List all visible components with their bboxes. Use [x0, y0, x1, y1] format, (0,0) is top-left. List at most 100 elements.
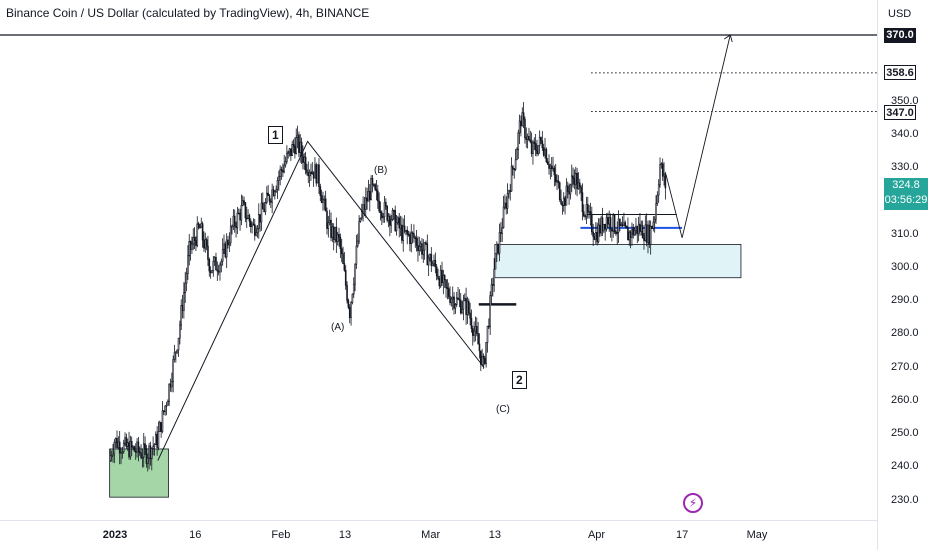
candle-body — [260, 202, 263, 223]
y-tick-label: 300.0 — [891, 260, 919, 273]
x-tick-label: 16 — [189, 529, 202, 541]
candle-body — [334, 226, 336, 240]
candle-body — [463, 298, 466, 301]
candle-body — [259, 214, 261, 223]
candle-body — [568, 191, 570, 195]
x-tick-label: Apr — [587, 529, 606, 541]
candle-body — [192, 237, 195, 245]
candle-body — [200, 223, 203, 228]
candle-body — [278, 176, 280, 181]
candle-body — [651, 226, 653, 229]
candle-body — [268, 195, 271, 202]
candle-body — [429, 254, 431, 259]
candle-body — [323, 198, 326, 201]
candle-body — [130, 440, 133, 448]
candle-body — [643, 237, 645, 241]
candle-body — [266, 192, 268, 203]
candle-body — [488, 325, 490, 328]
candle-body — [512, 166, 514, 169]
candle-body — [176, 349, 178, 353]
candle-body — [445, 279, 447, 288]
candle-body — [295, 137, 298, 154]
candle-body — [338, 233, 340, 238]
candle-body — [306, 169, 308, 174]
candle-body — [256, 228, 259, 234]
current-price-value: 324.8 — [892, 179, 920, 191]
candle-body — [146, 457, 149, 464]
candle-body — [134, 450, 137, 453]
x-tick-label: May — [746, 529, 768, 541]
candle-body — [180, 305, 183, 326]
candle-body — [377, 190, 379, 202]
candle-body — [294, 146, 296, 154]
candle-body — [280, 169, 283, 172]
candle-body — [251, 223, 253, 227]
candle-body — [603, 223, 605, 232]
candle-body — [589, 211, 592, 215]
candle-body — [508, 190, 510, 194]
candle-body — [311, 171, 314, 174]
candle-body — [652, 221, 655, 229]
candle-body — [457, 297, 459, 300]
candle-body — [386, 206, 388, 221]
lightning-icon[interactable]: ⚡ — [683, 493, 703, 513]
candle-body — [336, 233, 339, 242]
candle-body — [516, 149, 518, 161]
candle-body — [367, 191, 370, 202]
candle-body — [502, 206, 505, 228]
candle-body — [628, 231, 631, 241]
candle-body — [359, 217, 362, 222]
candle-body — [203, 239, 205, 249]
candle-body — [497, 243, 499, 254]
candle-body — [339, 236, 342, 249]
candle-body — [532, 141, 534, 155]
candle-body — [529, 139, 532, 143]
candle-body — [144, 443, 146, 449]
candle-body — [185, 273, 188, 284]
candle-body — [562, 197, 565, 207]
candle-body — [481, 355, 483, 365]
candle-body — [233, 215, 236, 227]
candle-body — [316, 164, 319, 184]
candle-body — [574, 172, 577, 185]
candle-body — [619, 218, 621, 226]
candle-body — [342, 253, 344, 264]
candle-body — [593, 236, 596, 240]
candle-body — [550, 165, 553, 170]
candle-body — [494, 252, 497, 270]
candle-body — [538, 137, 541, 146]
candle-body — [398, 217, 401, 229]
candle-body — [664, 173, 667, 189]
candle-body — [537, 145, 540, 154]
candle-body — [498, 232, 501, 254]
candle-body — [513, 168, 516, 170]
candle-body — [521, 112, 524, 127]
candle-body — [522, 112, 525, 120]
candle-body — [474, 326, 477, 332]
candle-body — [237, 212, 240, 215]
candle-body — [533, 141, 536, 144]
candle-body — [138, 451, 141, 454]
candle-body — [211, 269, 213, 274]
candle-body — [611, 229, 613, 232]
candle-body — [600, 217, 602, 234]
candle-body — [286, 152, 288, 162]
candle-body — [292, 144, 295, 147]
candle-body — [272, 189, 275, 197]
candle-body — [623, 222, 625, 227]
candle-body — [161, 410, 164, 432]
candle-body — [648, 224, 651, 245]
candle-body — [615, 231, 617, 234]
candle-body — [284, 161, 287, 166]
candle-body — [308, 171, 311, 177]
candle-body — [565, 185, 568, 206]
candle-body — [319, 186, 322, 196]
candle-body — [419, 243, 422, 247]
candle-body — [545, 148, 548, 162]
y-tick-label: 280.0 — [891, 327, 919, 340]
candle-body — [542, 147, 545, 156]
candle-body — [624, 222, 627, 227]
candle-body — [358, 221, 360, 242]
candle-body — [490, 284, 493, 296]
